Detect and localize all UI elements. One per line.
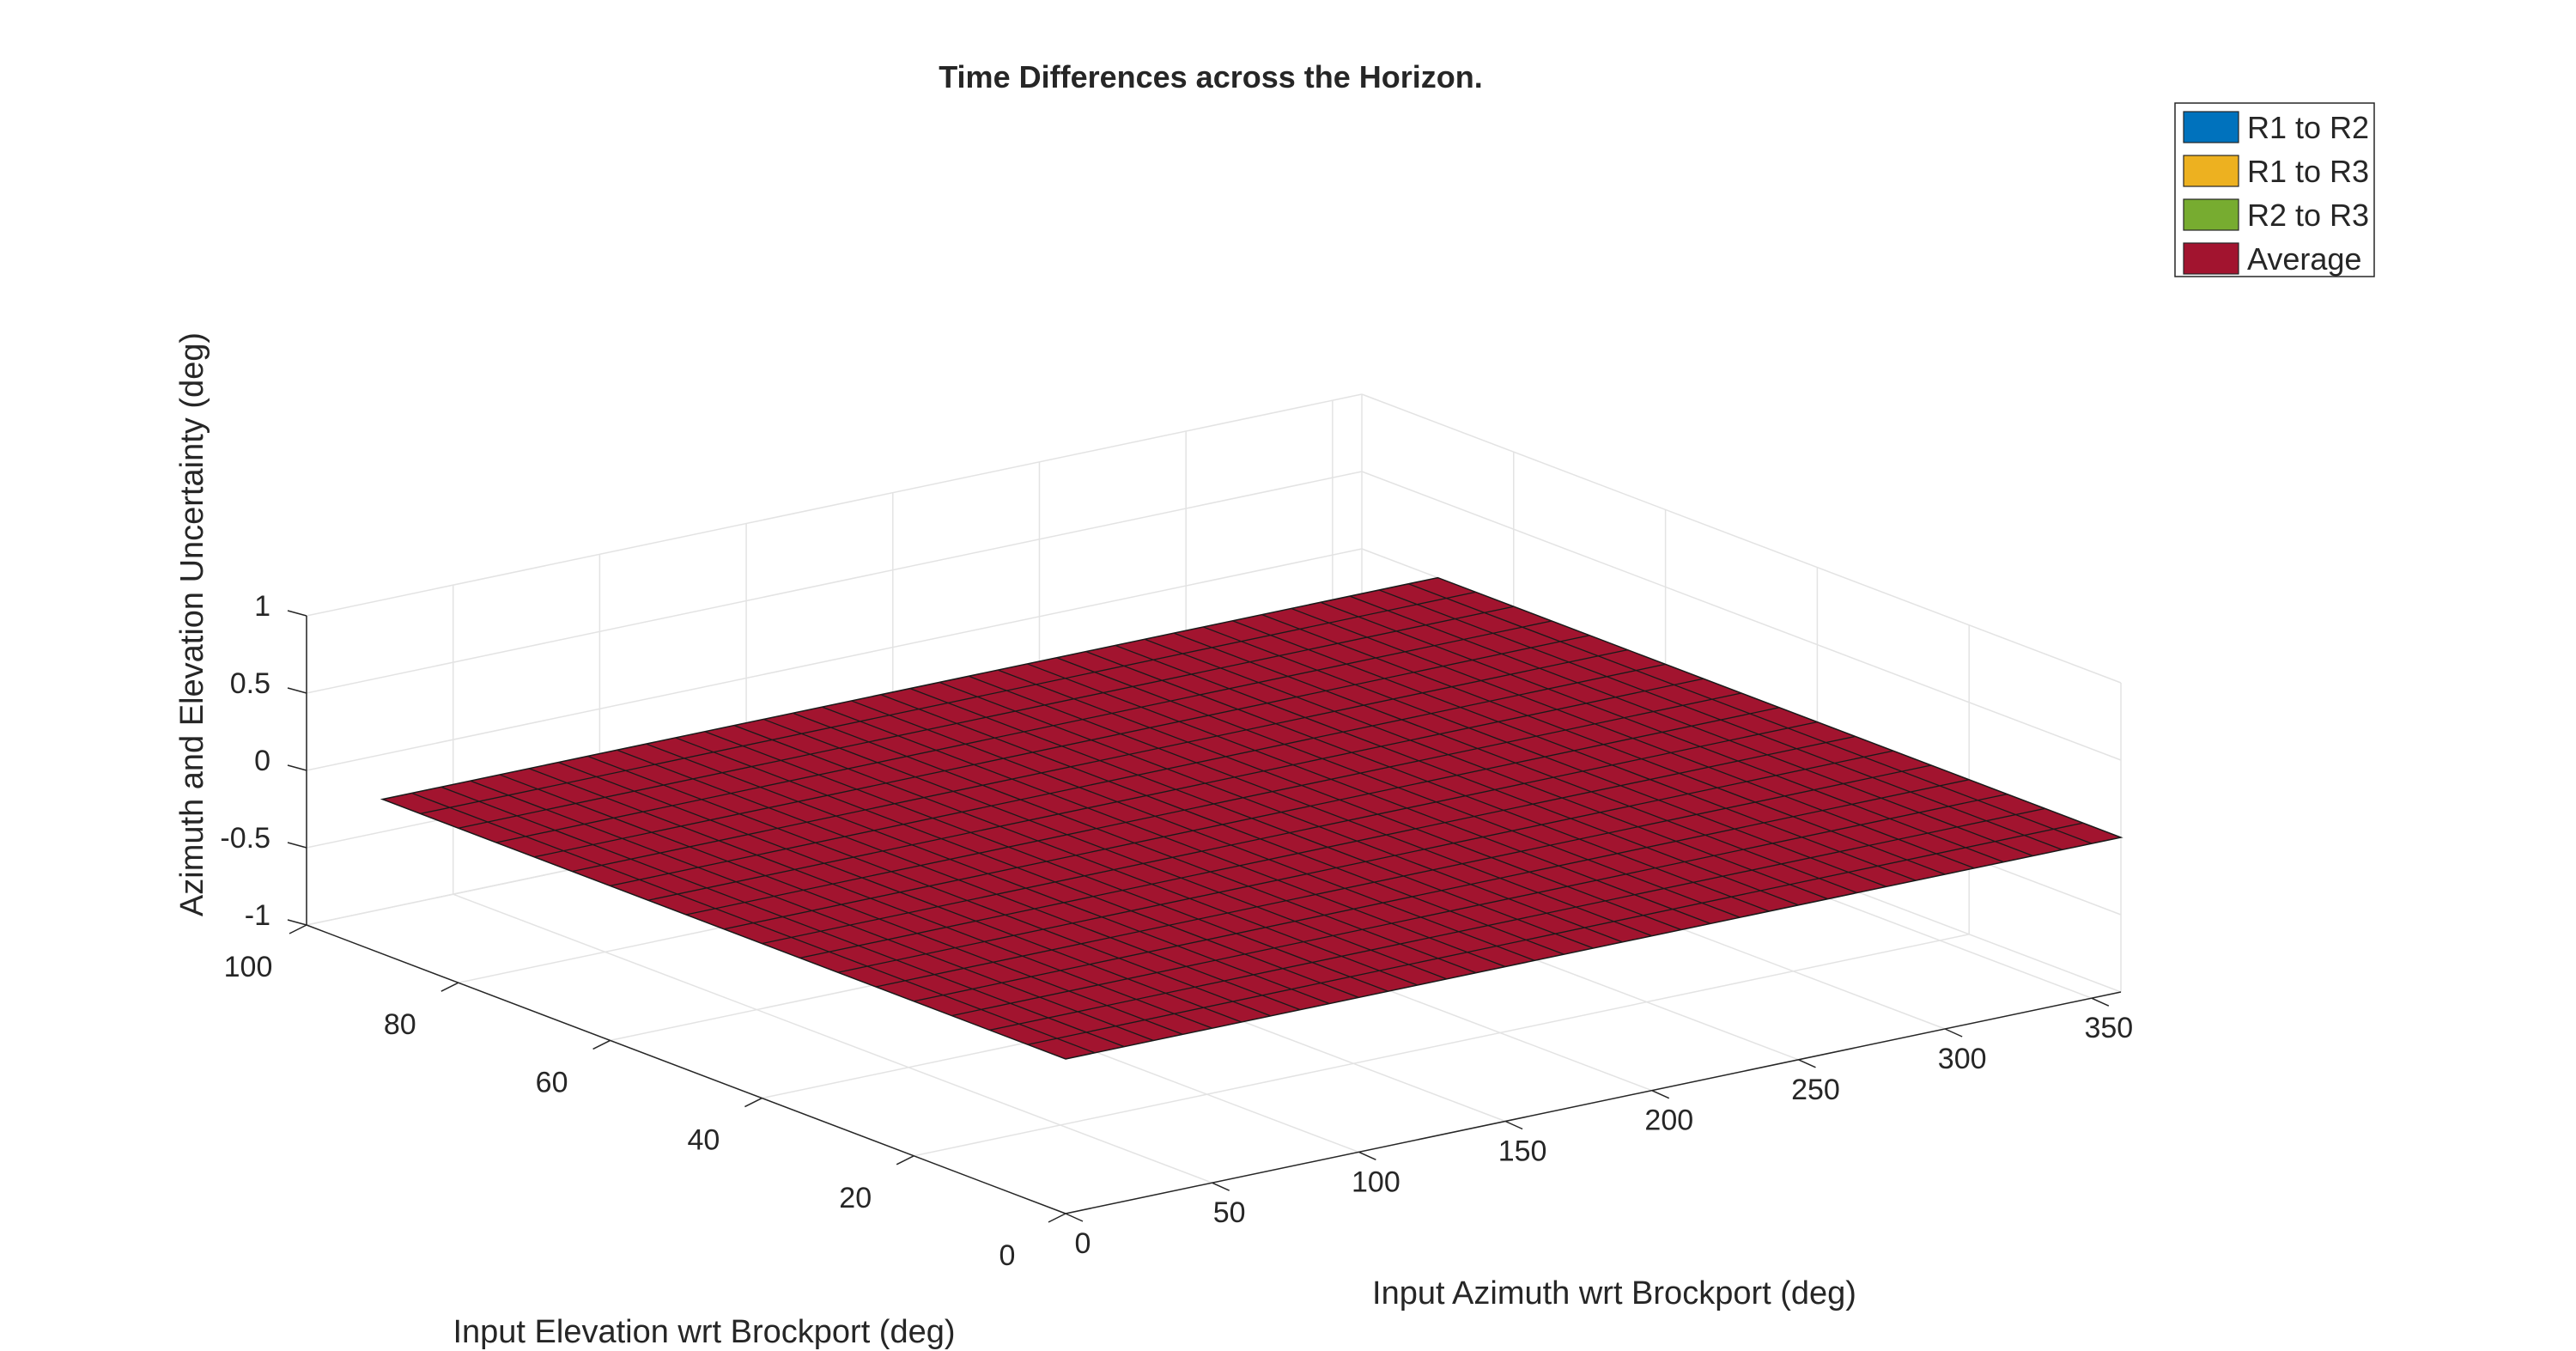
x-tick-mark [2091,997,2110,1007]
z-axis-label: Azimuth and Elevation Uncertainty (deg) [174,332,210,916]
x-tick-label: 50 [1213,1196,1246,1229]
grid-back-z [306,471,1363,694]
z-tick-label: 0.5 [230,667,270,700]
grid-back-z [306,393,1363,617]
surface-mesh-line [989,807,2045,1032]
x-tick-label: 0 [1075,1227,1091,1260]
z-tick-mark [287,610,307,617]
surface-mesh-line [1027,822,2083,1045]
x-tick-mark [1358,1151,1376,1161]
y-tick-mark [744,1097,762,1108]
grid-side-z [1361,393,2122,684]
y-tick-mark [1048,1213,1066,1223]
z-tick-label: 0 [254,745,270,777]
y-tick-label: 100 [224,951,273,983]
legend-swatch [2183,111,2239,143]
legend-swatch [2183,198,2239,231]
surface-mesh-line [495,620,1552,843]
z-tick-mark [287,687,307,694]
grid-back-z [306,548,1363,771]
grid-floor-az [453,893,1212,1184]
x-tick-label: 100 [1352,1165,1400,1198]
x-axis-label: Input Azimuth wrt Brockport (deg) [1372,1275,1856,1311]
surface-mesh-line [572,648,1628,873]
y-tick-label: 60 [536,1066,568,1098]
y-tick-mark [440,982,459,992]
x-tick-label: 150 [1498,1135,1547,1168]
surface-mesh-line [685,692,1742,916]
legend-label: Average [2247,241,2361,277]
z-tick-mark [287,919,307,926]
grid-side-z [1361,471,2122,761]
x-tick-mark [1212,1182,1230,1191]
z-tick-label: -1 [245,899,270,932]
x-tick-label: 350 [2084,1012,2133,1044]
surface-mesh-line [875,764,1932,988]
x-tick-label: 300 [1938,1043,1987,1075]
surface-mesh-line [762,721,1818,945]
legend-swatch [2183,155,2239,187]
legend: R1 to R2 R1 to R3 R2 to R3 Average [2174,102,2375,277]
y-tick-label: 20 [839,1182,872,1214]
z-tick-mark [287,842,307,849]
legend-label: R1 to R3 [2247,154,2369,189]
surface-mesh-line [951,793,2008,1017]
z-tick-label: -0.5 [220,822,270,855]
x-tick-mark [1504,1120,1523,1130]
y-tick-mark [592,1039,611,1050]
legend-label: R2 to R3 [2247,198,2369,233]
x-tick-mark [1944,1028,1963,1038]
surface-mesh-line [799,735,1856,959]
y-tick-mark [896,1155,914,1165]
tick-labels: 0 50 100 150 200 250 300 350 0 20 40 60 80 100 -1 -0.5 0… [220,590,2133,1272]
surface-mesh-line [914,779,1970,1002]
y-tick-label: 80 [384,1008,416,1041]
surface-mesh-line [610,663,1666,887]
y-tick-label: 40 [687,1124,720,1157]
surface-mesh-line [420,591,1476,815]
surface-mesh-line [458,606,1514,829]
z-tick-label: 1 [254,590,270,623]
x-tick-mark [1651,1089,1670,1099]
y-axis-label: Input Elevation wrt Brockport (deg) [453,1314,955,1350]
x-tick-mark [1798,1059,1816,1068]
surface [380,576,2123,1060]
surface-mesh-line [837,750,1893,973]
surface-mesh-line [647,678,1704,901]
surface-mesh-line [534,635,1590,858]
y-tick-mark [289,924,307,934]
y-axis-line [306,924,1066,1214]
legend-swatch [2183,242,2239,275]
x-tick-label: 200 [1644,1105,1693,1137]
x-tick-label: 250 [1791,1074,1840,1106]
x-tick-mark [1065,1213,1084,1222]
z-tick-mark [287,764,307,771]
grid-floor-el [914,934,1970,1157]
legend-label: R1 to R2 [2247,110,2369,145]
surface-mesh-line [724,707,1780,930]
y-tick-label: 0 [999,1239,1016,1272]
chart-title: Time Differences across the Horizon. [939,59,1483,94]
